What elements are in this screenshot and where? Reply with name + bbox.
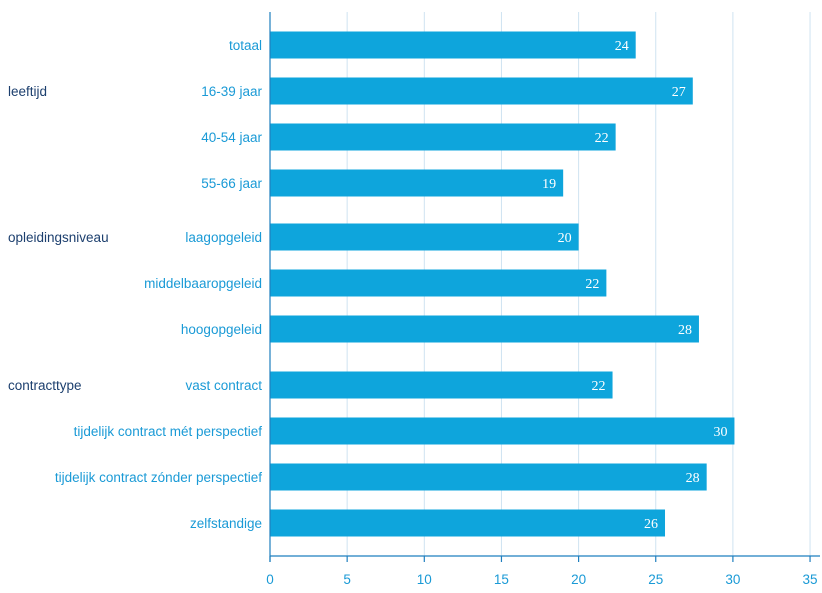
category-label: tijdelijk contract mét perspectief	[74, 424, 263, 439]
bar-value-label: 19	[542, 177, 556, 192]
group-label: contracttype	[8, 378, 82, 393]
category-label: zelfstandige	[190, 516, 262, 531]
x-tick-label: 35	[803, 572, 818, 587]
bar	[270, 371, 613, 399]
bar	[270, 31, 636, 59]
bar-value-label: 27	[672, 85, 686, 100]
category-label: middelbaaropgeleid	[144, 276, 262, 291]
bar-value-label: 22	[592, 379, 606, 394]
x-tick-labels: 0 5 10 15 20 25 30 35	[266, 572, 817, 587]
category-label: tijdelijk contract zónder perspectief	[55, 470, 262, 485]
category-label: 16-39 jaar	[201, 84, 262, 99]
bar	[270, 169, 564, 197]
bar	[270, 77, 693, 105]
bar-value-label: 30	[713, 425, 727, 440]
bar	[270, 509, 666, 537]
x-tick-label: 0	[266, 572, 274, 587]
category-label: 40-54 jaar	[201, 130, 262, 145]
category-label: totaal	[229, 38, 262, 53]
bar	[270, 417, 735, 445]
x-tick-label: 25	[648, 572, 663, 587]
bar	[270, 463, 707, 491]
bars	[270, 31, 735, 537]
bar-value-label: 22	[595, 131, 609, 146]
category-label: laagopgeleid	[185, 230, 262, 245]
bar-value-label: 28	[678, 323, 692, 338]
x-tick-label: 5	[343, 572, 351, 587]
value-labels: 24 27 22 19 20 22 28 22 30 28 26	[542, 39, 727, 532]
group-label: leeftijd	[8, 84, 47, 99]
group-labels: leeftijd opleidingsniveau contracttype	[8, 84, 109, 393]
bar-value-label: 28	[686, 471, 700, 486]
bar-value-label: 26	[644, 517, 658, 532]
category-label: 55-66 jaar	[201, 176, 262, 191]
bar-value-label: 24	[615, 39, 629, 54]
group-label: opleidingsniveau	[8, 230, 109, 245]
bar	[270, 223, 579, 251]
category-label: vast contract	[185, 378, 262, 393]
bar	[270, 123, 616, 151]
bar	[270, 315, 699, 343]
bar-value-label: 22	[585, 277, 599, 292]
x-tick-label: 20	[571, 572, 586, 587]
bar-value-label: 20	[558, 231, 572, 246]
axes	[269, 12, 820, 562]
x-tick-label: 30	[725, 572, 740, 587]
bar	[270, 269, 607, 297]
category-labels: totaal 16-39 jaar 40-54 jaar 55-66 jaar laag…	[55, 38, 263, 531]
category-label: hoogopgeleid	[181, 322, 262, 337]
x-tick-label: 10	[417, 572, 432, 587]
x-tick-label: 15	[494, 572, 509, 587]
